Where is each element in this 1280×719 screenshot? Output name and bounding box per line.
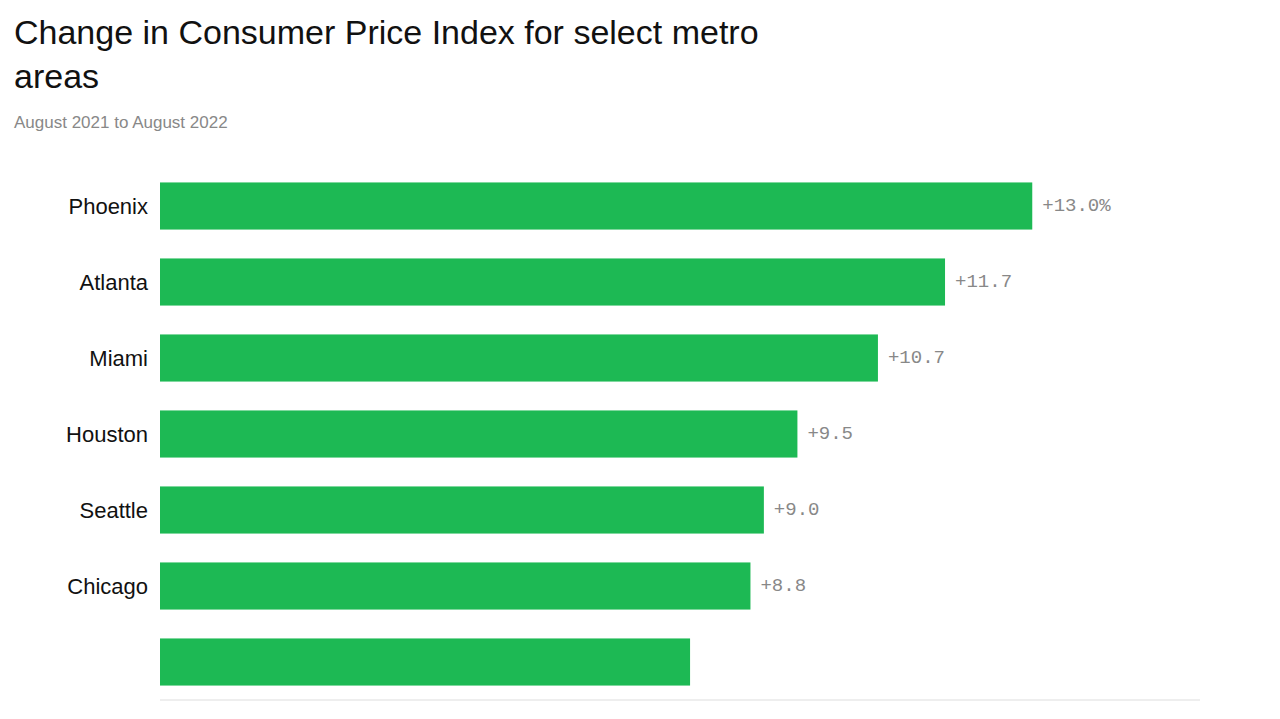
category-label: Seattle [80, 498, 149, 523]
data-label: +11.7 [955, 271, 1012, 293]
subtitle: August 2021 to August 2022 [14, 113, 228, 132]
category-label: Chicago [67, 574, 148, 599]
data-label: +9.0 [774, 499, 820, 521]
data-label: +8.8 [760, 575, 806, 597]
data-label: +9.5 [807, 423, 853, 445]
category-label: Houston [66, 422, 148, 447]
chart: Change in Consumer Price Index for selec… [0, 0, 1280, 719]
category-label: Phoenix [68, 194, 148, 219]
category-label: Atlanta [80, 270, 149, 295]
bar [160, 410, 797, 457]
bar [160, 562, 750, 609]
bar [160, 258, 945, 305]
bar [160, 638, 690, 685]
bars [160, 182, 1032, 685]
category-label: Miami [89, 346, 148, 371]
bar [160, 334, 878, 381]
data-label: +10.7 [888, 347, 945, 369]
chart-container: Change in Consumer Price Index for selec… [0, 0, 1280, 719]
title: Change in Consumer Price Index for selec… [14, 13, 759, 95]
x-axis-line [160, 700, 1200, 701]
bar [160, 486, 764, 533]
bar [160, 182, 1032, 229]
data-label: +13.0% [1042, 195, 1111, 217]
